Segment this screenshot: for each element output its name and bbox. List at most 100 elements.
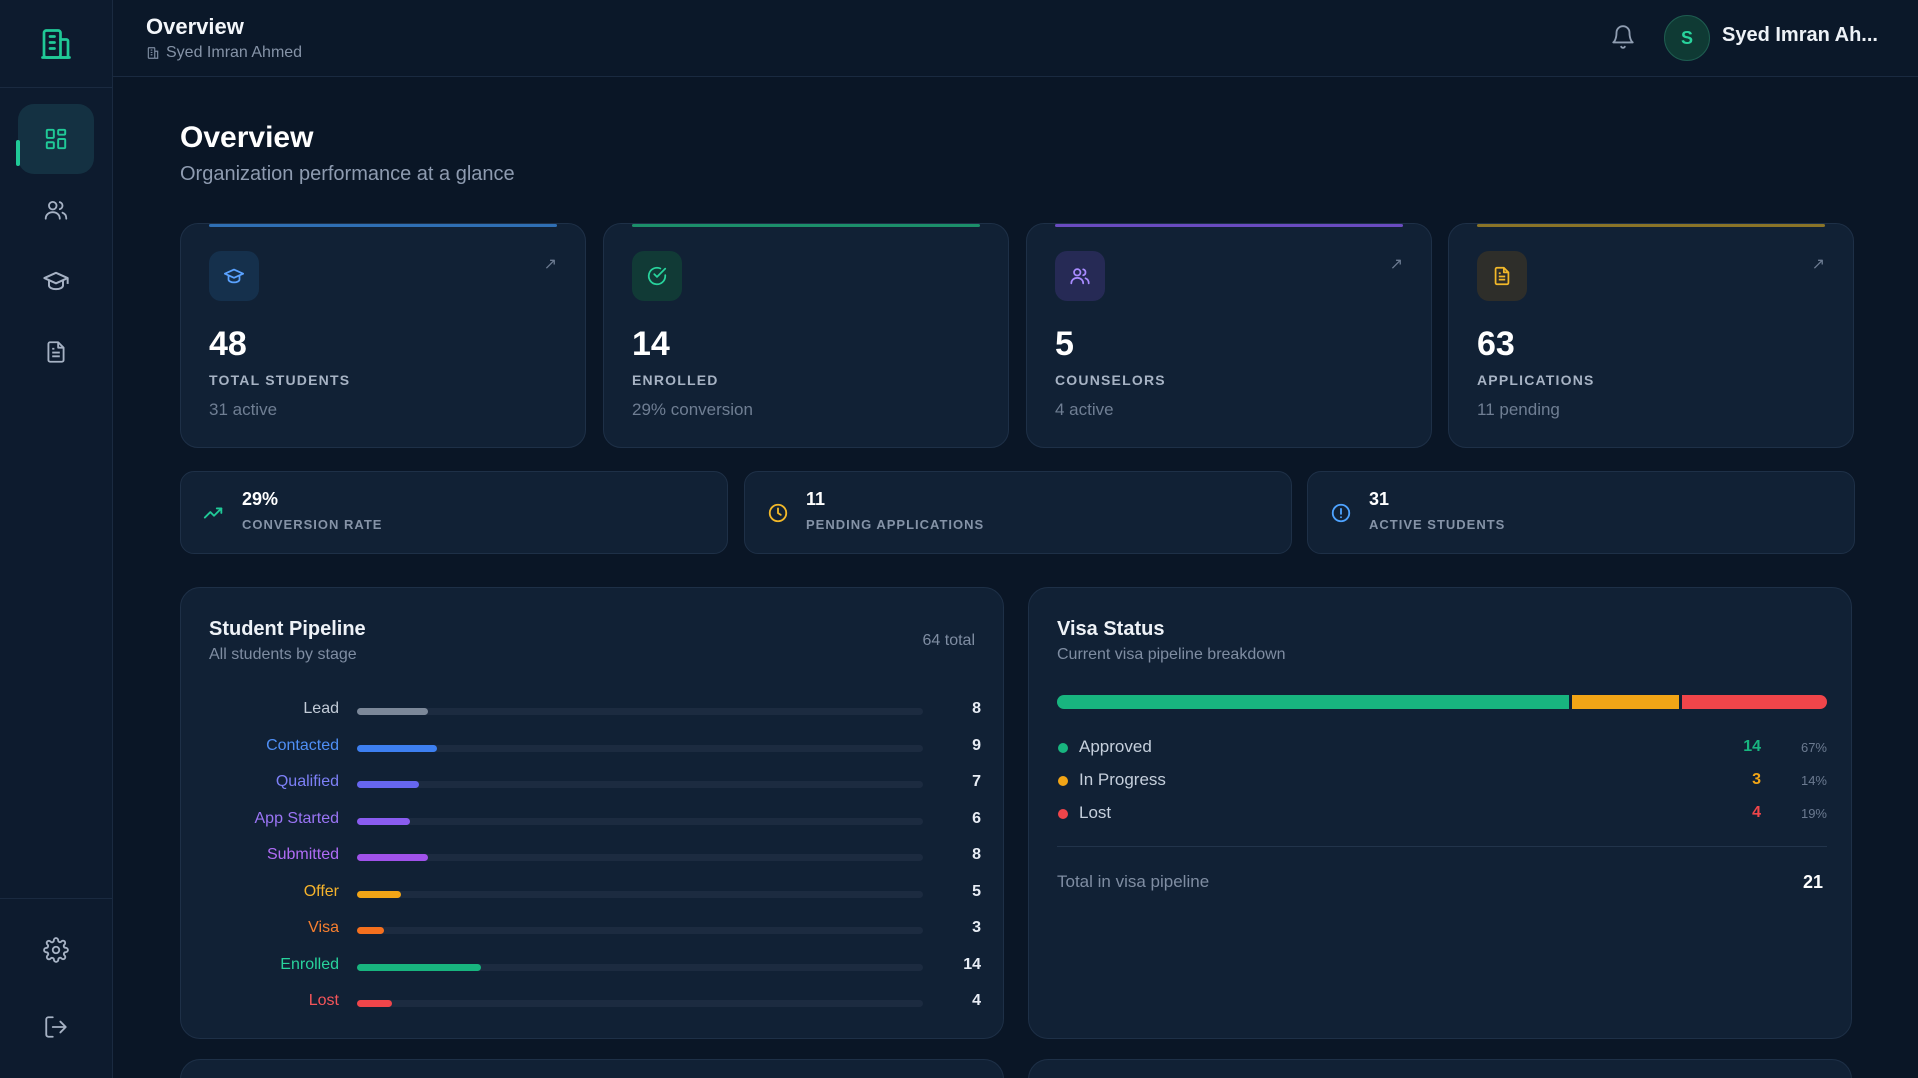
sidebar — [0, 0, 113, 1078]
stage-track — [357, 744, 923, 752]
stat-card-counselors[interactable]: ↗ 5 COUNSELORS 4 active — [1026, 223, 1432, 448]
trending-up-icon — [203, 502, 225, 529]
pipeline-row: Submitted 8 — [181, 846, 1005, 866]
stage-track — [357, 817, 923, 825]
arrow-up-right-icon[interactable]: ↗ — [1389, 256, 1403, 273]
stat-value: 5 — [1055, 325, 1074, 363]
visa-total-label: Total in visa pipeline — [1057, 872, 1210, 891]
stage-value: 7 — [972, 773, 981, 790]
stage-track — [357, 708, 923, 715]
mini-value: 29% — [242, 489, 279, 509]
mini-label: ACTIVE STUDENTS — [1369, 517, 1506, 532]
users-icon — [44, 200, 68, 220]
user-name[interactable]: Syed Imran Ah... — [1722, 24, 1878, 46]
stage-bar — [357, 1000, 393, 1007]
stat-label: APPLICATIONS — [1477, 372, 1595, 388]
stage-label: App Started — [254, 809, 340, 827]
mini-card-active-students: 31 ACTIVE STUDENTS — [1307, 471, 1855, 554]
card-accent-bar — [632, 224, 980, 227]
legend-dot — [1058, 776, 1068, 786]
grid-icon — [45, 128, 67, 150]
pipeline-row: App Started 6 — [181, 810, 1005, 830]
visa-label: Lost — [1079, 803, 1112, 822]
sidebar-item-dashboard[interactable] — [16, 104, 94, 174]
stage-value: 8 — [972, 700, 981, 717]
stage-track — [357, 890, 923, 898]
visa-legend-row: Approved 14 67% — [1057, 737, 1827, 759]
stage-track — [357, 927, 923, 934]
visa-segment — [1057, 695, 1569, 709]
stage-bar — [357, 854, 428, 861]
mini-value: 11 — [806, 489, 826, 509]
stage-label: Offer — [303, 882, 339, 900]
visa-segment — [1571, 695, 1679, 709]
visa-legend-row: In Progress 3 14% — [1057, 770, 1827, 792]
card-accent-bar — [1477, 224, 1825, 227]
pipeline-row: Enrolled 14 — [181, 956, 1005, 976]
stat-sub: 29% conversion — [632, 400, 753, 419]
header-org-name: Syed Imran Ahmed — [166, 44, 303, 61]
sidebar-nav — [0, 88, 112, 388]
top-bar: Overview Syed Imran Ahmed S Syed Imran A… — [113, 0, 1918, 77]
mini-value: 31 — [1369, 489, 1390, 509]
page-title: Overview — [180, 121, 314, 154]
building-icon — [147, 47, 159, 59]
stat-card-enrolled[interactable]: 14 ENROLLED 29% conversion — [603, 223, 1009, 448]
sidebar-item-students[interactable] — [18, 175, 94, 245]
clock-icon — [767, 502, 789, 529]
visa-percent: 19% — [1800, 806, 1827, 821]
sidebar-item-logout[interactable] — [18, 989, 94, 1065]
pipeline-row: Lost 4 — [181, 992, 1005, 1012]
avatar[interactable]: S — [1664, 15, 1710, 61]
gear-icon — [43, 937, 69, 963]
notifications-button[interactable] — [1610, 24, 1636, 55]
divider — [1057, 846, 1827, 847]
stage-bar — [357, 890, 402, 898]
panel-subtitle: Current visa pipeline breakdown — [1057, 646, 1286, 663]
sidebar-item-settings[interactable] — [18, 912, 94, 988]
bell-icon — [1612, 25, 1634, 49]
pipeline-total: 64 total — [922, 632, 975, 649]
visa-stacked-bar — [1057, 695, 1827, 709]
pipeline-row: Visa 3 — [181, 919, 1005, 939]
stage-label: Lost — [308, 992, 339, 1009]
card-icon-box — [1055, 251, 1105, 301]
stage-value: 5 — [972, 882, 981, 900]
stat-label: TOTAL STUDENTS — [209, 372, 351, 388]
file-text-icon — [47, 341, 65, 363]
stat-sub: 11 pending — [1477, 400, 1560, 419]
sidebar-item-courses[interactable] — [18, 246, 94, 316]
stat-value: 48 — [209, 325, 247, 363]
stage-track — [357, 963, 923, 971]
stat-sub: 4 active — [1055, 400, 1114, 419]
app-logo[interactable] — [0, 0, 112, 88]
pipeline-row: Qualified 7 — [181, 773, 1005, 793]
arrow-up-right-icon[interactable]: ↗ — [543, 256, 557, 273]
stage-value: 4 — [972, 992, 981, 1009]
stage-bar — [357, 927, 384, 934]
stat-card-applications[interactable]: ↗ 63 APPLICATIONS 11 pending — [1448, 223, 1854, 448]
logout-icon — [45, 1016, 67, 1038]
stage-label: Enrolled — [280, 955, 339, 973]
stage-track — [357, 781, 923, 788]
visa-status-panel: Visa Status Current visa pipeline breakd… — [1028, 587, 1852, 1039]
card-accent-bar — [1055, 224, 1403, 227]
sidebar-item-documents[interactable] — [18, 317, 94, 387]
stage-bar — [357, 963, 481, 971]
stage-label: Submitted — [266, 846, 339, 863]
header-title: Overview — [146, 14, 244, 39]
panel-subtitle: All students by stage — [209, 646, 357, 663]
mini-label: CONVERSION RATE — [242, 517, 383, 532]
card-icon-box — [209, 251, 259, 301]
stage-label: Qualified — [275, 773, 339, 790]
stat-card-total-students[interactable]: ↗ 48 TOTAL STUDENTS 31 active — [180, 223, 586, 448]
panel-below-right — [1028, 1059, 1852, 1078]
arrow-up-right-icon[interactable]: ↗ — [1811, 256, 1825, 273]
stage-track — [357, 854, 923, 861]
visa-count: 3 — [1752, 771, 1761, 788]
stage-label: Contacted — [266, 736, 339, 754]
card-accent-bar — [209, 224, 557, 227]
panel-title: Visa Status — [1057, 618, 1165, 640]
graduation-cap-icon — [223, 268, 245, 284]
stage-label: Visa — [308, 919, 339, 936]
